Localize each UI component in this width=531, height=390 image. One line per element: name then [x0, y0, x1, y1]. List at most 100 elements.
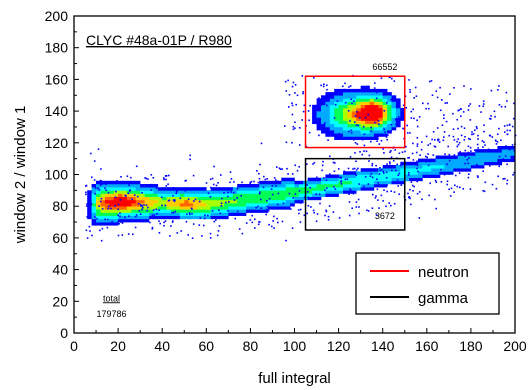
density-cell — [334, 107, 339, 112]
density-cell — [131, 184, 137, 188]
density-cell — [113, 222, 119, 226]
density-cell — [193, 209, 198, 213]
density-point — [171, 221, 174, 223]
density-cell — [307, 177, 313, 182]
density-cell — [157, 209, 163, 213]
density-cell — [391, 104, 397, 109]
density-cell — [475, 165, 481, 169]
density-point — [490, 89, 493, 92]
density-cell — [501, 158, 507, 163]
density-point — [209, 196, 212, 198]
density-cell — [96, 203, 101, 207]
density-point — [373, 87, 376, 89]
density-cell — [135, 212, 141, 216]
density-cell — [321, 117, 326, 121]
density-cell — [373, 174, 379, 178]
density-cell — [365, 123, 370, 128]
density-point — [448, 134, 450, 137]
density-point — [383, 189, 385, 191]
density-cell — [422, 161, 428, 166]
density-point — [457, 143, 460, 146]
density-point — [432, 154, 435, 156]
density-cell — [400, 171, 406, 175]
density-cell — [215, 199, 220, 204]
density-cell — [254, 196, 260, 201]
density-point — [418, 177, 420, 180]
density-point — [159, 222, 161, 225]
density-point — [467, 162, 470, 165]
density-point — [91, 234, 93, 237]
density-point — [513, 117, 515, 120]
density-cell — [426, 168, 432, 172]
density-cell — [360, 168, 366, 172]
density-cell — [237, 209, 242, 213]
density-point — [134, 226, 137, 229]
density-point — [344, 82, 346, 85]
density-point — [390, 150, 392, 152]
density-point — [212, 183, 215, 186]
density-cell — [365, 117, 370, 121]
density-point — [375, 195, 377, 197]
density-cell — [197, 196, 203, 201]
density-point — [355, 110, 358, 113]
density-point — [422, 102, 424, 105]
density-cell — [140, 187, 145, 191]
density-point — [201, 235, 203, 237]
density-cell — [126, 196, 132, 201]
density-point — [258, 172, 260, 175]
density-cell — [329, 130, 335, 134]
x-tick-label: 0 — [70, 338, 78, 354]
density-point — [404, 95, 407, 98]
density-cell — [254, 184, 260, 188]
density-point — [151, 228, 154, 230]
density-cell — [153, 190, 159, 194]
density-point — [315, 220, 318, 223]
density-point — [115, 190, 117, 193]
density-point — [462, 111, 465, 113]
density-point — [277, 192, 280, 195]
density-point — [230, 178, 233, 180]
density-cell — [104, 215, 110, 220]
density-point — [513, 171, 515, 174]
density-cell — [351, 95, 357, 99]
density-cell — [184, 209, 190, 213]
y-axis-label: window 2 / window 1 — [12, 106, 29, 245]
density-cell — [334, 123, 339, 128]
density-cell — [241, 190, 247, 194]
density-cell — [321, 130, 326, 134]
density-cell — [285, 203, 291, 207]
density-point — [379, 167, 381, 169]
density-point — [85, 191, 87, 194]
density-cell — [96, 187, 101, 191]
density-point — [150, 174, 153, 176]
density-point — [443, 114, 445, 116]
density-cell — [413, 161, 419, 166]
density-point — [258, 221, 260, 223]
density-point — [94, 193, 96, 195]
density-cell — [144, 206, 150, 210]
density-point — [98, 189, 101, 191]
density-cell — [237, 203, 242, 207]
density-cell — [118, 190, 123, 194]
density-point — [416, 180, 418, 183]
density-point — [174, 210, 177, 213]
density-point — [218, 225, 221, 227]
density-point — [141, 192, 143, 194]
density-cell — [281, 187, 287, 191]
density-cell — [175, 196, 181, 201]
density-cell — [356, 171, 361, 175]
density-point — [452, 128, 455, 130]
density-point — [446, 163, 448, 166]
density-point — [344, 101, 347, 104]
density-cell — [334, 130, 339, 134]
density-cell — [135, 180, 141, 185]
density-point — [176, 189, 178, 192]
density-point — [217, 182, 219, 184]
density-cell — [484, 155, 489, 159]
density-point — [267, 209, 270, 212]
density-point — [434, 146, 437, 148]
density-point — [156, 212, 158, 215]
density-cell — [351, 136, 357, 140]
density-point — [209, 232, 212, 235]
